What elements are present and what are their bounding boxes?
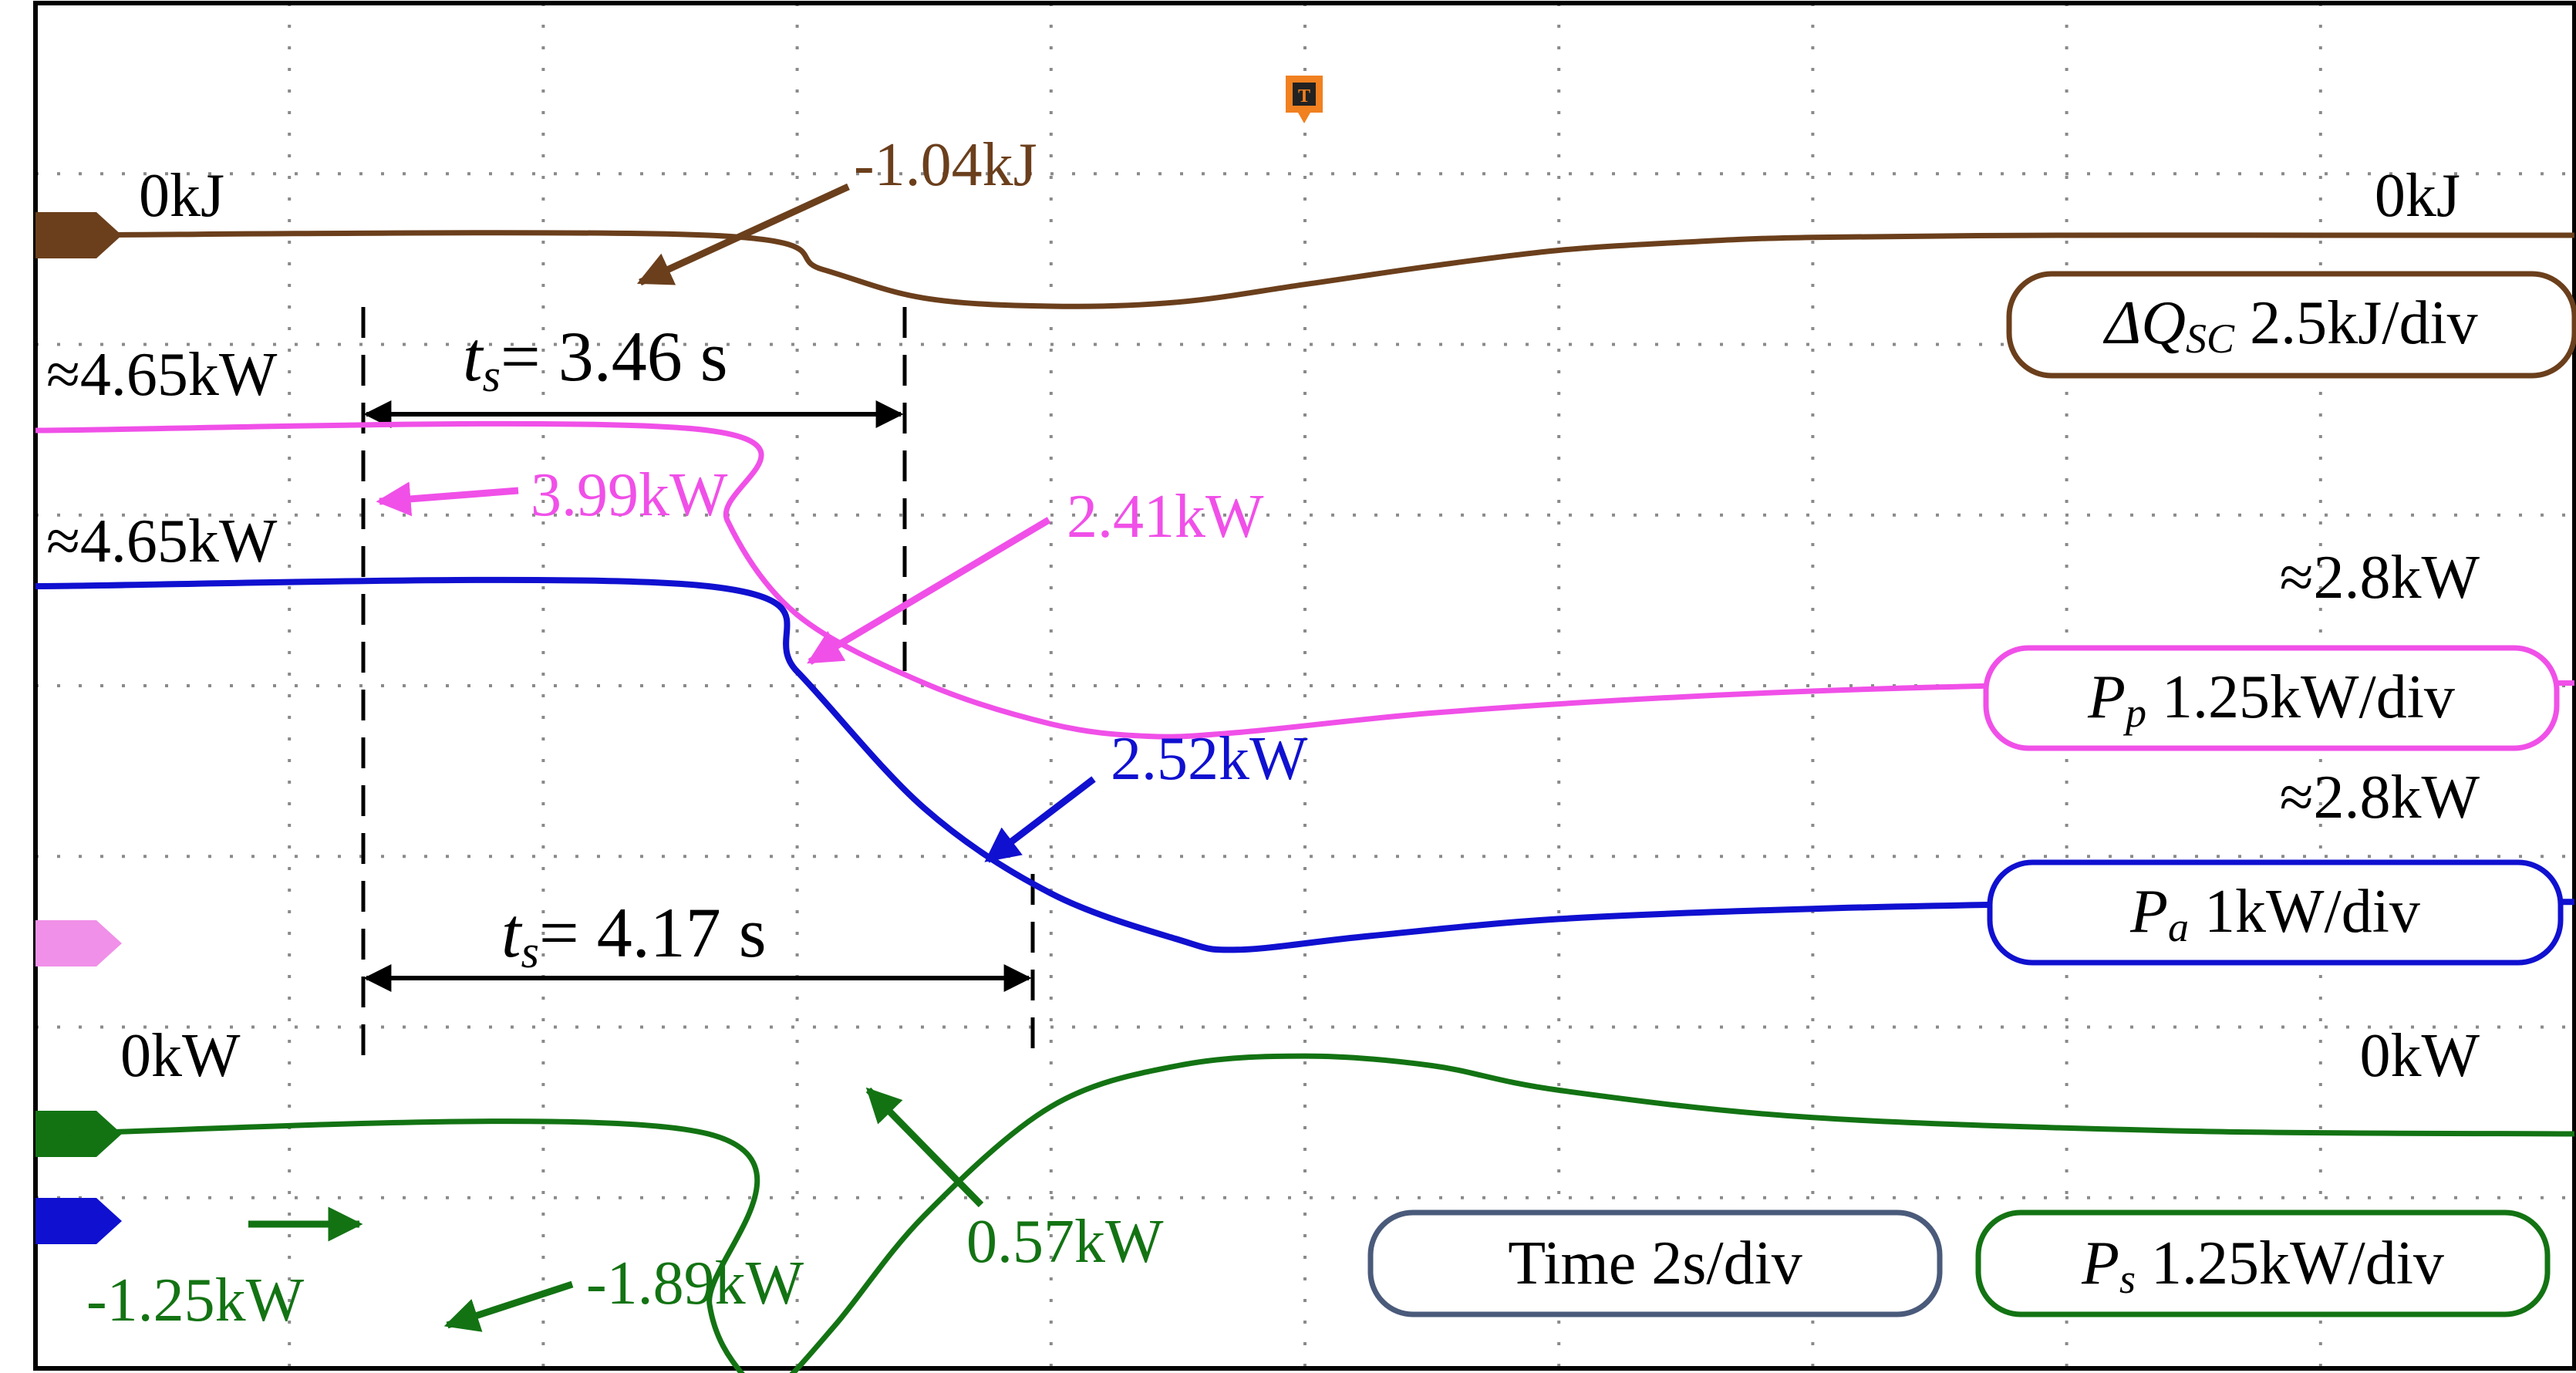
pa-scale-box: Pa 1kW/div bbox=[1987, 859, 2564, 966]
pa-channel-marker bbox=[35, 1198, 122, 1244]
ps-min-label: -1.89kW bbox=[586, 1250, 804, 1317]
channel-markers bbox=[35, 212, 122, 1244]
svg-text:Time 2s/div: Time 2s/div bbox=[1508, 1230, 1802, 1297]
ps-trace bbox=[35, 1053, 2575, 1373]
pa-end-label: ≈2.8kW bbox=[2280, 764, 2480, 832]
svg-text:ΔQSC 2.5kJ/div: ΔQSC 2.5kJ/div bbox=[2102, 289, 2477, 362]
ts2-label: ts= 4.17 s bbox=[501, 893, 767, 977]
ps-start-label: 0kW bbox=[120, 1022, 241, 1090]
pp-min-arrow bbox=[807, 517, 1051, 665]
ps-step-label: -1.25kW bbox=[86, 1267, 305, 1334]
pp-drop-label: 3.99kW bbox=[531, 461, 728, 529]
energy-min-arrow bbox=[636, 183, 850, 286]
pp-drop-arrow bbox=[376, 481, 519, 517]
energy-trace bbox=[35, 230, 2574, 309]
plot-frame bbox=[33, 1, 2576, 1371]
pp-channel-marker bbox=[35, 920, 122, 966]
ts1-label: ts= 3.46 s bbox=[463, 317, 728, 401]
trigger-marker: T bbox=[1286, 76, 1323, 123]
pa-start-label: ≈4.65kW bbox=[46, 508, 278, 575]
pp-end-label: ≈2.8kW bbox=[2280, 544, 2480, 612]
ps-scale-box: Ps 1.25kW/div bbox=[1975, 1209, 2551, 1317]
time-scale-box: Time 2s/div bbox=[1367, 1209, 1943, 1317]
energy-end-label: 0kJ bbox=[2375, 162, 2460, 230]
pp-scale-box: Pp 1.25kW/div bbox=[1983, 645, 2560, 751]
pa-min-label: 2.52kW bbox=[1111, 725, 1308, 793]
svg-text:Ps 1.25kW/div: Ps 1.25kW/div bbox=[2081, 1230, 2444, 1302]
ps-max-arrow bbox=[865, 1087, 984, 1208]
pa-min-arrow bbox=[984, 776, 1096, 863]
pp-min-label: 2.41kW bbox=[1067, 483, 1264, 551]
ps-end-label: 0kW bbox=[2359, 1022, 2480, 1090]
pp-start-label: ≈4.65kW bbox=[46, 341, 278, 409]
ps-max-label: 0.57kW bbox=[966, 1208, 1164, 1276]
energy-scale-box: ΔQSC 2.5kJ/div bbox=[2006, 271, 2576, 379]
svg-text:Pa 1kW/div: Pa 1kW/div bbox=[2129, 878, 2420, 950]
settling-markers bbox=[361, 307, 1035, 1061]
ps-min-arrow bbox=[443, 1280, 574, 1332]
energy-start-label: 0kJ bbox=[139, 162, 224, 230]
energy-min-label: -1.04kJ bbox=[854, 131, 1037, 199]
svg-text:Pp 1.25kW/div: Pp 1.25kW/div bbox=[2087, 663, 2455, 736]
trigger-label: T bbox=[1298, 86, 1310, 106]
